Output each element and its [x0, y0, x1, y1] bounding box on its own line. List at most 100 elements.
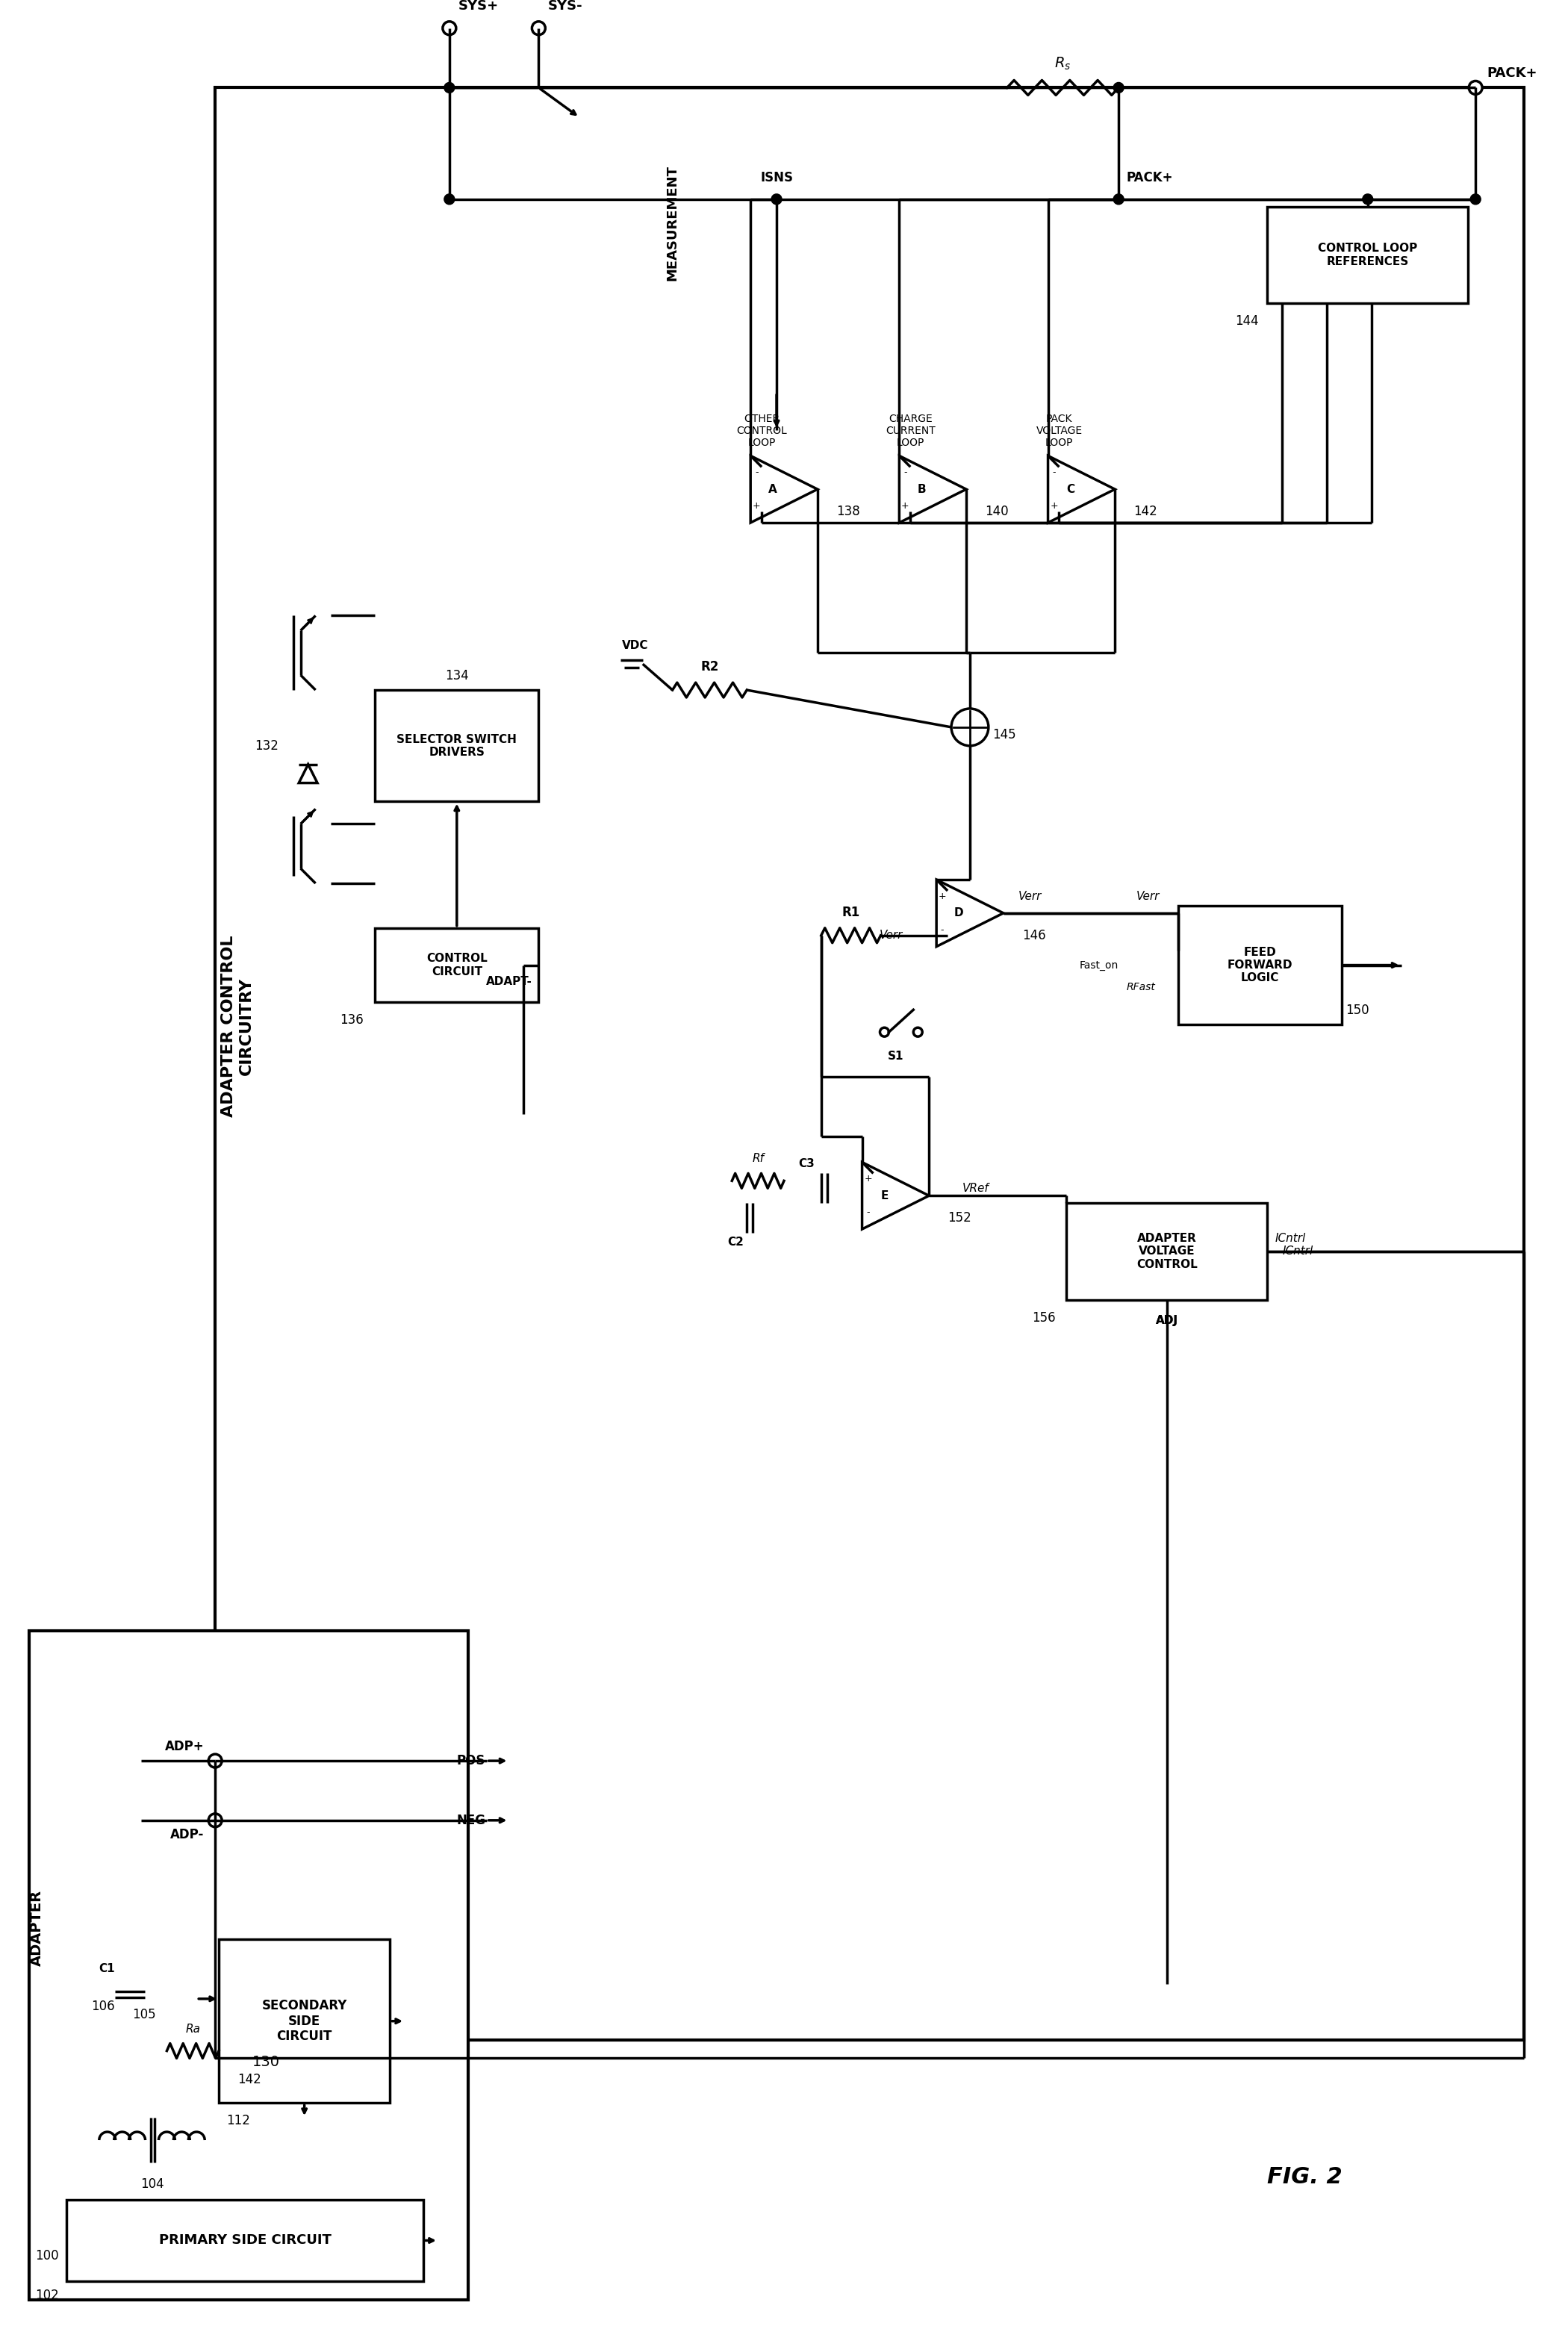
- Bar: [220, 1940, 390, 2103]
- Circle shape: [444, 81, 455, 93]
- Text: C3: C3: [798, 1158, 814, 1170]
- Text: FIG. 2: FIG. 2: [1267, 2166, 1342, 2189]
- Circle shape: [209, 1754, 221, 1768]
- Text: ADP+: ADP+: [165, 1740, 204, 1754]
- Circle shape: [532, 21, 546, 35]
- Circle shape: [1113, 81, 1124, 93]
- Text: Verr: Verr: [1018, 891, 1041, 902]
- Circle shape: [771, 193, 782, 205]
- Text: +: +: [902, 500, 909, 512]
- Text: +: +: [1051, 500, 1058, 512]
- Text: C1: C1: [99, 1963, 114, 1975]
- Text: 156: 156: [1032, 1312, 1055, 1323]
- Text: MEASUREMENT: MEASUREMENT: [666, 165, 679, 281]
- Text: POS: POS: [456, 1754, 486, 1768]
- Text: ICntrl: ICntrl: [1275, 1233, 1306, 1244]
- Text: PRIMARY SIDE CIRCUIT: PRIMARY SIDE CIRCUIT: [158, 2233, 331, 2247]
- Text: 106: 106: [91, 2000, 114, 2012]
- Text: 145: 145: [993, 728, 1016, 742]
- Circle shape: [1471, 193, 1480, 205]
- Text: ISNS: ISNS: [760, 170, 793, 184]
- Text: OTHER
CONTROL
LOOP: OTHER CONTROL LOOP: [737, 414, 787, 449]
- Text: Verr: Verr: [880, 930, 903, 942]
- Text: 102: 102: [36, 2289, 60, 2303]
- Bar: [375, 691, 539, 802]
- Text: 100: 100: [34, 2249, 60, 2263]
- Text: 142: 142: [237, 2072, 262, 2086]
- Circle shape: [1113, 193, 1124, 205]
- Text: ADAPT-: ADAPT-: [486, 977, 532, 989]
- Text: SELECTOR SWITCH
DRIVERS: SELECTOR SWITCH DRIVERS: [397, 733, 517, 758]
- Text: CHARGE
CURRENT
LOOP: CHARGE CURRENT LOOP: [886, 414, 936, 449]
- Text: +: +: [753, 500, 760, 512]
- Circle shape: [444, 193, 455, 205]
- Text: VDC: VDC: [622, 640, 649, 651]
- Text: CONTROL
CIRCUIT: CONTROL CIRCUIT: [426, 954, 488, 977]
- Text: FEED
FORWARD
LOGIC: FEED FORWARD LOGIC: [1228, 947, 1292, 984]
- Text: 132: 132: [254, 740, 279, 754]
- Text: CONTROL LOOP
REFERENCES: CONTROL LOOP REFERENCES: [1319, 242, 1417, 267]
- Circle shape: [880, 1028, 889, 1037]
- Text: 136: 136: [340, 1014, 364, 1028]
- Circle shape: [442, 21, 456, 35]
- Text: C2: C2: [728, 1237, 743, 1247]
- Text: ADJ: ADJ: [1156, 1314, 1178, 1326]
- Text: B: B: [917, 484, 925, 495]
- Text: PACK+: PACK+: [1126, 170, 1173, 184]
- Text: 130: 130: [252, 2054, 281, 2068]
- Text: -: -: [867, 1207, 870, 1216]
- Text: 150: 150: [1345, 1005, 1369, 1016]
- Text: +: +: [938, 891, 947, 900]
- Text: -: -: [903, 468, 906, 477]
- Circle shape: [209, 1814, 221, 1826]
- Text: 112: 112: [226, 2114, 251, 2128]
- Text: Rf: Rf: [753, 1154, 764, 1165]
- Text: ICntrl: ICntrl: [1283, 1247, 1312, 1256]
- Text: PACK
VOLTAGE
LOOP: PACK VOLTAGE LOOP: [1036, 414, 1082, 449]
- Text: E: E: [881, 1191, 887, 1200]
- Circle shape: [1363, 193, 1374, 205]
- Text: -: -: [941, 926, 944, 935]
- Text: R2: R2: [701, 661, 718, 675]
- Text: -: -: [1052, 468, 1055, 477]
- Bar: [1267, 207, 1468, 302]
- Text: Verr: Verr: [1137, 891, 1160, 902]
- Text: 146: 146: [1022, 928, 1046, 942]
- Text: S1: S1: [887, 1051, 903, 1063]
- Text: R1: R1: [842, 905, 859, 919]
- Text: D: D: [953, 907, 963, 919]
- Text: SYS+: SYS+: [458, 0, 499, 12]
- Text: SECONDARY
SIDE
CIRCUIT: SECONDARY SIDE CIRCUIT: [262, 1998, 347, 2042]
- Bar: [1178, 905, 1342, 1026]
- Circle shape: [914, 1028, 922, 1037]
- Text: PACK+: PACK+: [1486, 67, 1537, 79]
- Text: 105: 105: [132, 2007, 155, 2021]
- Bar: [66, 2200, 423, 2282]
- Text: $R_s$: $R_s$: [1055, 56, 1071, 72]
- Text: ADAPTER
VOLTAGE
CONTROL: ADAPTER VOLTAGE CONTROL: [1137, 1233, 1198, 1270]
- Bar: [215, 88, 1524, 2040]
- Text: 134: 134: [445, 670, 469, 682]
- Text: SYS-: SYS-: [547, 0, 582, 12]
- Text: 140: 140: [985, 505, 1008, 519]
- Text: ADJ: ADJ: [1156, 1314, 1178, 1326]
- Bar: [375, 928, 539, 1003]
- Text: VRef: VRef: [963, 1182, 989, 1193]
- Text: Ra: Ra: [185, 2024, 201, 2035]
- Text: 152: 152: [947, 1212, 971, 1226]
- Text: Fast_on: Fast_on: [1080, 961, 1118, 970]
- Text: NEG: NEG: [456, 1814, 486, 1826]
- Text: -: -: [754, 468, 759, 477]
- Text: 104: 104: [140, 2177, 163, 2191]
- Text: RFast: RFast: [1127, 982, 1156, 993]
- Text: 144: 144: [1234, 314, 1259, 328]
- Text: A: A: [768, 484, 778, 495]
- Text: C: C: [1066, 484, 1074, 495]
- Text: +: +: [864, 1175, 872, 1184]
- Text: ADP-: ADP-: [169, 1828, 204, 1842]
- Text: 142: 142: [1134, 505, 1157, 519]
- Circle shape: [1469, 81, 1482, 95]
- Bar: [30, 1631, 467, 2300]
- Bar: [1066, 1203, 1267, 1300]
- Text: ADAPTER: ADAPTER: [30, 1891, 44, 1965]
